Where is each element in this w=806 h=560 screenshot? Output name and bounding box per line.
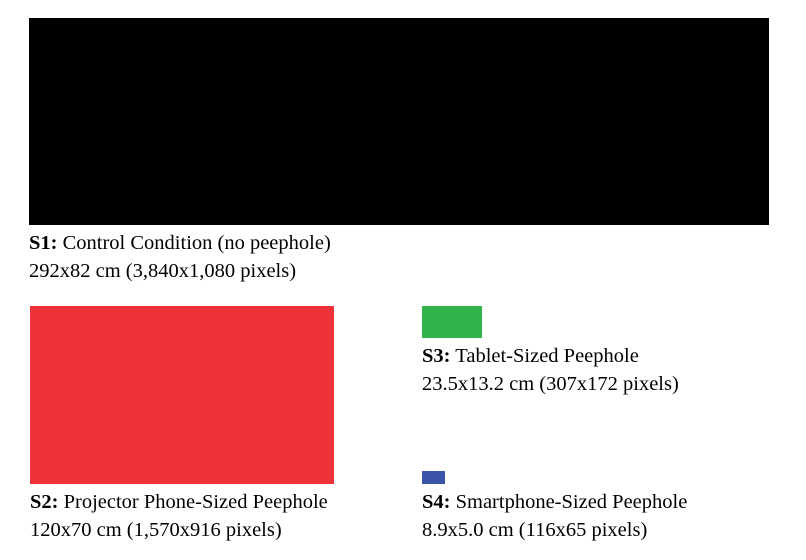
- s1-control-display-rect: [29, 18, 769, 225]
- s4-smartphone-peephole-rect: [422, 471, 445, 484]
- s1-name: Control Condition (no peephole): [62, 232, 331, 254]
- s1-title-line: S1: Control Condition (no peephole): [29, 229, 331, 257]
- s3-tablet-peephole-rect: [422, 306, 482, 338]
- s3-caption: S3: Tablet-Sized Peephole 23.5x13.2 cm (…: [422, 342, 679, 398]
- s2-size: 120x70 cm (1,570x916 pixels): [30, 519, 282, 541]
- s1-label: S1:: [29, 232, 58, 254]
- s2-title-line: S2: Projector Phone-Sized Peephole: [30, 488, 328, 516]
- s2-caption: S2: Projector Phone-Sized Peephole 120x7…: [30, 488, 328, 544]
- s1-size: 292x82 cm (3,840x1,080 pixels): [29, 260, 297, 282]
- s3-title-line: S3: Tablet-Sized Peephole: [422, 342, 679, 370]
- s4-size: 8.9x5.0 cm (116x65 pixels): [422, 519, 648, 541]
- s2-projector-phone-peephole-rect: [30, 306, 334, 484]
- s4-title-line: S4: Smartphone-Sized Peephole: [422, 488, 687, 516]
- s4-caption: S4: Smartphone-Sized Peephole 8.9x5.0 cm…: [422, 488, 687, 544]
- s4-label: S4:: [422, 491, 451, 513]
- s3-label: S3:: [422, 345, 451, 367]
- s4-name: Smartphone-Sized Peephole: [455, 491, 688, 513]
- s1-caption: S1: Control Condition (no peephole) 292x…: [29, 229, 331, 285]
- s3-name: Tablet-Sized Peephole: [455, 345, 639, 367]
- s2-label: S2:: [30, 491, 59, 513]
- s2-name: Projector Phone-Sized Peephole: [63, 491, 328, 513]
- s3-size: 23.5x13.2 cm (307x172 pixels): [422, 373, 679, 395]
